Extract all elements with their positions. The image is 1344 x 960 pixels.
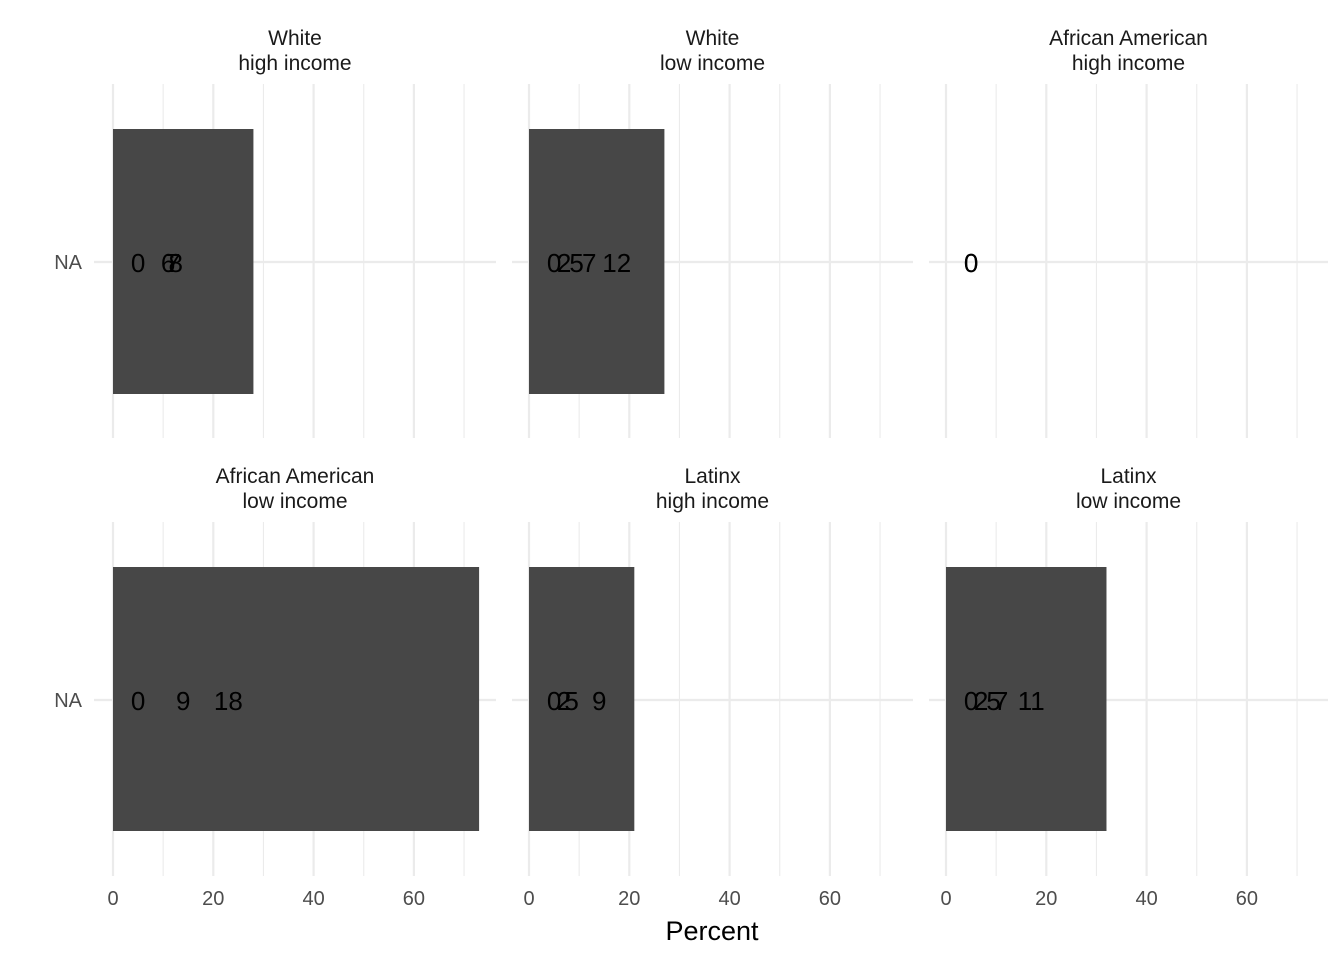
x-tick-label: 0	[523, 888, 534, 910]
data-label: 0	[547, 686, 561, 716]
data-label: 7	[582, 248, 596, 278]
data-label: 0	[964, 248, 978, 278]
x-axis-title: Percent	[665, 916, 759, 946]
data-label: 2	[974, 686, 988, 716]
data-label: 8	[168, 248, 182, 278]
data-label: 7	[994, 686, 1008, 716]
x-tick-label: 20	[1035, 888, 1057, 910]
bar	[529, 129, 665, 394]
data-label: 5	[569, 248, 583, 278]
data-label: 0	[964, 248, 978, 278]
panel-title-line2: high income	[238, 52, 351, 75]
data-label: 0	[964, 686, 978, 716]
data-label: 2	[557, 248, 571, 278]
panel-title-line1: White	[686, 27, 740, 50]
x-tick-label: 40	[302, 888, 324, 910]
data-label: 9	[176, 686, 190, 716]
data-label: 0	[131, 686, 145, 716]
panel-title-line1: White	[268, 27, 322, 50]
bar	[529, 567, 635, 831]
panel-title-line1: African American	[216, 465, 375, 488]
y-tick-label: NA	[54, 252, 82, 274]
data-label: 5	[986, 686, 1000, 716]
data-label: 7	[166, 248, 180, 278]
bar	[113, 567, 480, 831]
data-label: 5	[564, 686, 578, 716]
x-tick-label: 0	[940, 888, 951, 910]
panel-title-line2: low income	[1076, 490, 1181, 513]
panel-title-line2: high income	[1072, 52, 1185, 75]
bar-layer	[113, 129, 1107, 831]
data-label: 0	[131, 248, 145, 278]
data-label: 11	[1018, 686, 1045, 716]
panel-title-line2: low income	[242, 490, 347, 513]
panel-title-line2: low income	[660, 52, 765, 75]
data-label: 18	[214, 686, 243, 716]
data-label: 9	[592, 686, 606, 716]
x-tick-label: 60	[403, 888, 425, 910]
x-tick-label: 40	[1135, 888, 1157, 910]
data-label: 0	[547, 248, 561, 278]
bar	[946, 567, 1107, 831]
x-tick-label: 0	[107, 888, 118, 910]
x-tick-label: 60	[819, 888, 841, 910]
panel-title-line1: African American	[1049, 27, 1208, 50]
data-label: 2	[557, 686, 571, 716]
data-label: 12	[602, 248, 631, 278]
panel-title-line1: Latinx	[684, 465, 741, 488]
panel-title-line2: high income	[656, 490, 769, 513]
x-tick-label: 60	[1236, 888, 1258, 910]
x-tick-label: 20	[618, 888, 640, 910]
x-tick-label: 40	[718, 888, 740, 910]
y-tick-label: NA	[54, 690, 82, 712]
panel-title-line1: Latinx	[1100, 465, 1157, 488]
data-label: 6	[161, 248, 175, 278]
x-tick-label: 20	[202, 888, 224, 910]
bar	[113, 129, 254, 394]
